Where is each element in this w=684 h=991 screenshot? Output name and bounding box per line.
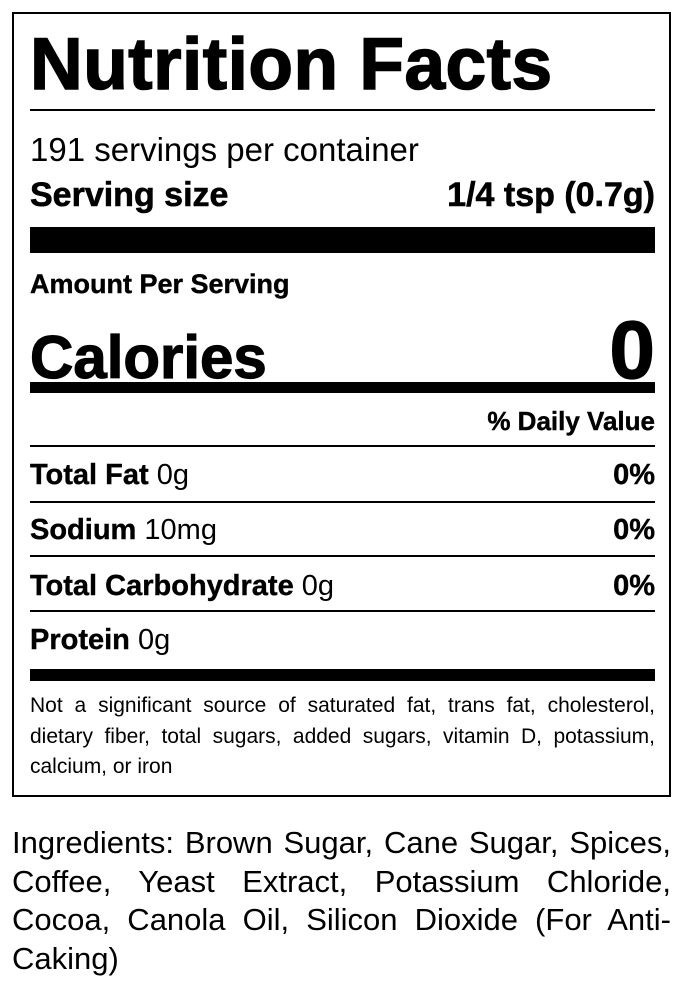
nutrient-amount: 0g <box>156 459 190 491</box>
nutrition-facts-label: Nutrition Facts 191 servings per contain… <box>12 12 671 797</box>
medium-divider <box>30 382 655 393</box>
nutrient-amount: 0g <box>301 570 335 602</box>
nutrient-dv: 0% <box>613 570 655 602</box>
nutrient-row: Sodium 10mg 0% <box>30 512 655 548</box>
nutrient-dv: 0% <box>613 514 655 546</box>
divider <box>30 555 655 557</box>
nutrient-amount: 0g <box>137 624 171 656</box>
servings-per-container: 191 servings per container <box>30 131 419 168</box>
calories-label: Calories <box>29 323 267 391</box>
calories-value: 0 <box>609 304 656 396</box>
divider <box>30 501 655 503</box>
nutrient-row: Total Carbohydrate 0g 0% <box>30 568 655 604</box>
nutrient-name: Total Fat <box>30 459 149 491</box>
nutrient-dv: 0% <box>613 459 655 491</box>
serving-size: Serving size 1/4 tsp (0.7g) <box>30 174 656 216</box>
nutrient-amount: 10mg <box>144 514 217 546</box>
nutrient-name: Total Carbohydrate <box>30 570 294 602</box>
serving-size-value: 1/4 tsp (0.7g) <box>447 176 655 215</box>
daily-value-header: % Daily Value <box>487 406 655 436</box>
ingredients-text: Ingredients: Brown Sugar, Cane Sugar, Sp… <box>12 825 671 976</box>
serving-size-label: Serving size <box>30 176 229 215</box>
nutrient-row: Total Fat 0g 0% <box>30 457 655 493</box>
thick-divider <box>30 227 655 253</box>
amount-per-serving: Amount Per Serving <box>30 269 290 299</box>
footnote: Not a significant source of saturated fa… <box>30 694 655 778</box>
divider <box>30 109 655 111</box>
label-title: Nutrition Facts <box>29 23 553 106</box>
nutrient-name: Sodium <box>30 514 137 546</box>
divider <box>30 610 655 612</box>
calories-row: Calories 0 <box>29 304 655 396</box>
nutrient-name: Protein <box>30 624 130 656</box>
divider <box>30 445 655 447</box>
nutrient-row: Protein 0g <box>30 622 655 658</box>
medium-divider <box>30 669 655 681</box>
